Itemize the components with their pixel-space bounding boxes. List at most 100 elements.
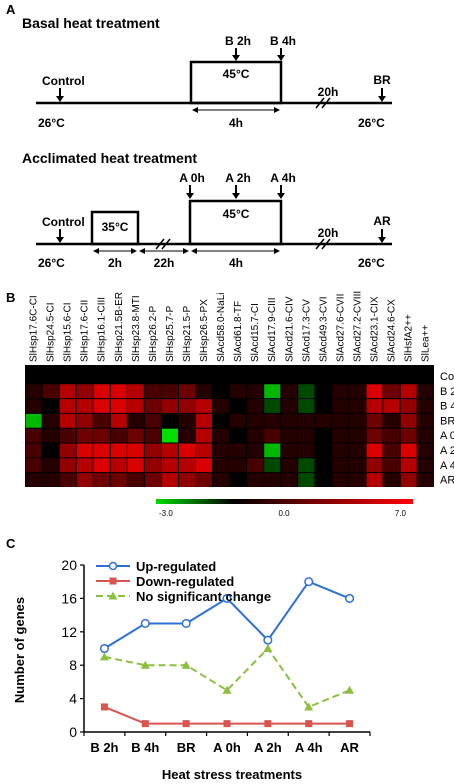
data-point-square: [264, 720, 272, 728]
heatmap-cell: [161, 413, 178, 428]
heatmap-cell: [383, 473, 400, 487]
basal-b2h-label: B 2h: [225, 34, 251, 48]
heatmap-cell: [76, 428, 93, 443]
heatmap-cell: [59, 369, 76, 384]
gene-label: SlHsp17.6-CII: [80, 300, 91, 362]
heatmap-cell: [110, 458, 127, 473]
basal-title: Basal heat treatment: [22, 15, 160, 31]
heatmap-cell: [76, 443, 93, 458]
heatmap-cell: [144, 443, 161, 458]
heatmap-cell: [264, 443, 281, 458]
heatmap-cell: [230, 369, 247, 384]
heatmap-cell: [93, 473, 110, 487]
heatmap-cell: [400, 428, 417, 443]
heatmap-cell: [178, 443, 195, 458]
data-point-circle: [140, 618, 150, 629]
heatmap-cell: [25, 399, 42, 413]
heatmap-cell: [315, 399, 332, 413]
panel-c-label: C: [6, 536, 16, 551]
data-point-triangle: [181, 660, 191, 669]
heatmap-cell: [59, 384, 76, 399]
gene-label: SlHsp23.8-MTI: [131, 295, 142, 362]
basal-control-arrowhead: [56, 96, 64, 102]
x-tick-label: BR: [177, 740, 196, 755]
heatmap-cell: [332, 399, 349, 413]
gene-label: SlAcd21.6-CIV: [284, 296, 295, 362]
heatmap-cell: [298, 369, 315, 384]
heatmap-cell: [332, 428, 349, 443]
heatmap-cell: [349, 473, 366, 487]
heatmap-cell: [161, 458, 178, 473]
heatmap-cell: [25, 384, 42, 399]
heatmap-cell: [417, 443, 434, 458]
heatmap-cell: [161, 399, 178, 413]
heatmap-cell: [315, 443, 332, 458]
heatmap-cell: [247, 473, 264, 487]
gene-label: SlHsp24.5-CI: [46, 303, 57, 362]
basal-duration-20h: 20h: [318, 85, 339, 99]
gene-label: SlAcd27.6-CVII: [335, 294, 346, 362]
heatmap-cell: [247, 428, 264, 443]
heatmap-cell: [366, 443, 383, 458]
heatmap-cell: [247, 384, 264, 399]
heatmap-cell: [315, 413, 332, 428]
heatmap-cell: [264, 384, 281, 399]
heatmap-cell: [110, 399, 127, 413]
heatmap-cell: [93, 458, 110, 473]
heatmap-cell: [315, 428, 332, 443]
heatmap-cells: [25, 369, 434, 487]
heatmap-cell: [178, 384, 195, 399]
heatmap-cell: [366, 369, 383, 384]
heatmap-cell: [196, 443, 213, 458]
y-tick-label: 20: [61, 557, 77, 573]
heatmap-cell: [332, 458, 349, 473]
data-point-square: [346, 720, 354, 728]
data-point-triangle: [263, 644, 273, 652]
acclimated-4h-range-left: [191, 248, 197, 254]
heatmap-cell: [264, 473, 281, 487]
heatmap-cell: [366, 399, 383, 413]
data-point-triangle: [99, 652, 109, 661]
scale-max-label: 7.0: [395, 509, 407, 518]
chart-axes: 0 4 8 12 16 20 B 2h B 4h BR A 0h A 2h A 4h AR: [61, 557, 371, 755]
x-axis-title: Heat stress treatments: [162, 767, 302, 782]
heatmap-cell: [196, 399, 213, 413]
basal-b2h-arrowhead: [232, 55, 240, 61]
data-point-square: [305, 720, 313, 728]
basal-4h-range-left: [192, 107, 198, 113]
heatmap-cell: [400, 384, 417, 399]
acclimated-break-1a: [155, 238, 165, 250]
heatmap-gene-labels: SlHsp17.6C-CI SlHsp24.5-CI SlHsp15.6-CI SlH…: [29, 291, 432, 362]
panel-c: C Number of genes Heat stress treatments…: [6, 536, 371, 782]
x-tick-label: A 2h: [254, 740, 282, 755]
heatmap-cell: [93, 413, 110, 428]
basal-control-label: Control: [42, 74, 85, 88]
heatmap-cell: [25, 443, 42, 458]
heatmap-cell: [93, 428, 110, 443]
gene-label: SlHsp15.6-CI: [63, 303, 74, 362]
heatmap-cell: [42, 413, 59, 428]
acclimated-a4h-arrowhead: [277, 193, 285, 199]
heatmap-cell: [281, 384, 298, 399]
heatmap-cell: [298, 458, 315, 473]
acclimated-a0h-label: A 0h: [179, 171, 205, 185]
heatmap-cell: [230, 384, 247, 399]
heatmap-cell: [247, 458, 264, 473]
heatmap-cell: [76, 413, 93, 428]
basal-4h-range-right: [274, 107, 280, 113]
gene-label: SlHsp21.5-P: [182, 306, 193, 362]
heatmap-cell: [281, 399, 298, 413]
panel-b: B SlHsp17.6C-CI SlHsp24.5-CI SlHsp15.6-CI S…: [6, 290, 454, 518]
heatmap-cell: [127, 443, 144, 458]
data-point-triangle: [345, 685, 355, 694]
basal-timeline: Basal heat treatment 45°C Control B 2h B…: [22, 15, 392, 130]
legend-label: No significant change: [136, 589, 271, 604]
heatmap-cell: [383, 458, 400, 473]
heatmap-cell: [110, 473, 127, 487]
acclimated-control-label: Control: [42, 215, 85, 229]
heatmap-row-labels: Co B 2h B 4h BR A 0h A 2h A 4h AR: [440, 371, 454, 487]
heatmap-cell: [332, 369, 349, 384]
heatmap-cell: [230, 443, 247, 458]
heatmap-cell: [400, 473, 417, 487]
